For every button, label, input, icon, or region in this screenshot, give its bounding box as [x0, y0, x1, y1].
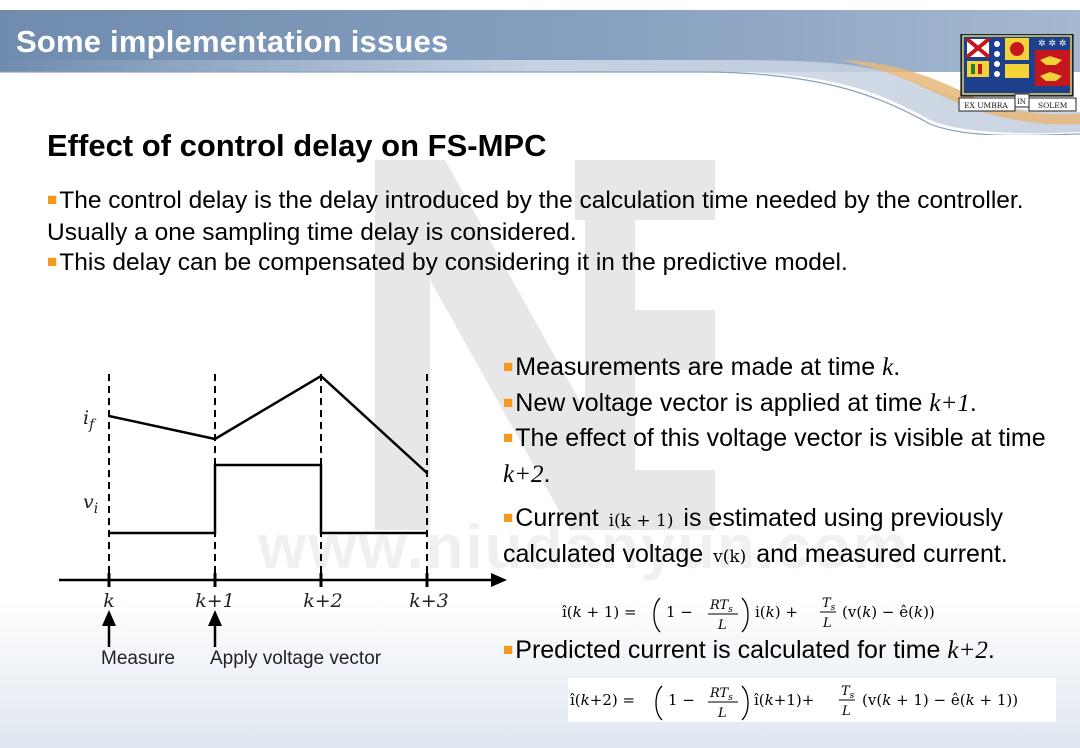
svg-text:î(k+2) =: î(k+2) =: [570, 691, 635, 709]
measure-arrow-icon: [102, 610, 116, 626]
bullet-square-icon: ■: [47, 252, 58, 271]
measure-label: Measure: [101, 648, 175, 669]
intro-bullets: ■The control delay is the delay introduc…: [47, 186, 1047, 280]
bullet-measurements: ■Measurements are made at time k.: [503, 353, 901, 381]
ne-watermark-logo: [375, 160, 715, 530]
svg-text:1 −: 1 −: [666, 603, 693, 621]
svg-text:Ts: Ts: [822, 596, 836, 613]
svg-text:(v(k) − ê(k)): (v(k) − ê(k)): [842, 603, 935, 621]
svg-text:î(k + 1) =: î(k + 1) =: [562, 603, 637, 621]
website-watermark: www.niudanyun.com: [258, 513, 910, 582]
bullet-square-icon: ■: [503, 392, 514, 412]
bullet-effect-visible: ■The effect of this voltage vector is vi…: [503, 424, 1046, 488]
svg-text:1 −: 1 −: [668, 691, 695, 709]
background-gradient: [0, 600, 1080, 748]
svg-text:L: L: [822, 616, 832, 631]
intro-bullet-1: ■The control delay is the delay introduc…: [47, 187, 1024, 246]
tick-label-k2: k+2: [303, 590, 343, 612]
svg-text:(v(k + 1) − ê(k + 1)): (v(k + 1) − ê(k + 1)): [862, 691, 1018, 709]
current-label: if: [83, 407, 97, 433]
apply-voltage-label: Apply voltage vector: [210, 648, 382, 669]
svg-text:L: L: [717, 706, 727, 721]
timing-diagram: if vi k k+1 k+2 k+3 Measure Apply voltag…: [59, 374, 507, 669]
tick-label-k3: k+3: [409, 590, 449, 612]
bullet-new-voltage: ■New voltage vector is applied at time k…: [503, 388, 977, 417]
voltage-waveform: [109, 463, 427, 535]
tick-label-k1: k+1: [195, 590, 235, 612]
intro-bullet-2: ■This delay can be compensated by consid…: [47, 249, 848, 276]
tick-label-k: k: [103, 590, 115, 612]
svg-text:Ts: Ts: [841, 684, 855, 701]
bullet-square-icon: ■: [503, 640, 514, 659]
bullet-square-icon: ■: [503, 508, 514, 527]
equation-current-estimate: î(k + 1) = 1 − RTs L i(k) + Ts L (v(k) −…: [562, 596, 935, 633]
timing-bullets: ■Measurements are made at time k. ■New v…: [503, 351, 1078, 573]
apply-arrow-icon: [208, 610, 222, 626]
bullet-square-icon: ■: [503, 357, 514, 376]
equation-predicted-current: î(k+2) = 1 − RTs L î(k+1)+ Ts L (v(k + 1…: [568, 678, 1056, 722]
svg-text:RTs: RTs: [709, 598, 733, 615]
svg-text:L: L: [841, 704, 851, 719]
svg-text:î(k+1)+: î(k+1)+: [754, 691, 814, 709]
current-waveform: [108, 374, 428, 474]
svg-text:EX UMBRA: EX UMBRA: [964, 101, 1008, 110]
svg-text:✲ ✲ ✲: ✲ ✲ ✲: [1038, 39, 1066, 49]
voltage-label: vi: [83, 491, 98, 517]
header-title: Some implementation issues: [16, 24, 449, 59]
axis-arrow-icon: [491, 573, 507, 587]
slide-heading: Effect of control delay on FS-MPC: [47, 128, 547, 163]
svg-text:L: L: [717, 618, 727, 633]
bullet-current-estimate: ■Current i(k + 1) is estimated using pre…: [503, 504, 1008, 568]
university-crest-logo: ✲ ✲ ✲ EX UMBRA IN SOLEM: [958, 34, 1077, 112]
svg-text:i(k) +: i(k) +: [755, 603, 798, 621]
svg-text:IN: IN: [1017, 98, 1026, 106]
svg-text:SOLEM: SOLEM: [1038, 101, 1068, 110]
svg-text:RTs: RTs: [709, 686, 733, 703]
bullet-predicted-current: ■Predicted current is calculated for tim…: [503, 636, 995, 664]
bullet-square-icon: ■: [503, 428, 514, 447]
header-banner: [0, 10, 1080, 135]
bullet-square-icon: ■: [47, 190, 58, 209]
